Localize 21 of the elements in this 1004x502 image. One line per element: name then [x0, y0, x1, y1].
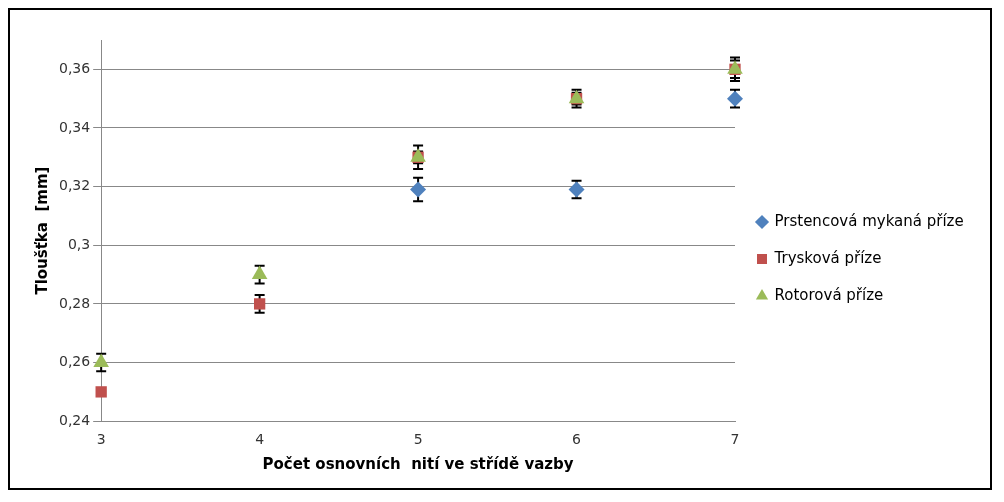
- point: [410, 181, 427, 198]
- y-tick-label: 0,36: [59, 59, 91, 76]
- x-tick-label: 6: [572, 431, 582, 448]
- y-tick-label: 0,24: [59, 411, 91, 428]
- legend-label: Rotorová příze: [774, 285, 884, 304]
- x-tick-label: 4: [255, 431, 265, 448]
- legend-label: Prstencová mykaná příze: [774, 211, 964, 230]
- point: [253, 298, 266, 310]
- y-tick-label: 0,28: [59, 294, 91, 311]
- y-tick-label: 0,26: [59, 353, 91, 370]
- y-tick-label: 0,34: [59, 118, 91, 135]
- x-tick-label: 5: [413, 431, 423, 448]
- x-tick-label: 7: [730, 431, 740, 448]
- y-tick-label: 0,32: [59, 177, 91, 194]
- legend-label: Trysková příze: [773, 248, 882, 267]
- y-tick-label: 0,3: [67, 235, 91, 252]
- x-axis-title: Počet osnovních nití ve střídě vazby: [262, 454, 574, 473]
- point: [251, 265, 268, 280]
- point: [95, 386, 107, 398]
- y-axis-title: Tloušťka [mm]: [32, 166, 51, 295]
- x-tick-label: 3: [96, 431, 106, 448]
